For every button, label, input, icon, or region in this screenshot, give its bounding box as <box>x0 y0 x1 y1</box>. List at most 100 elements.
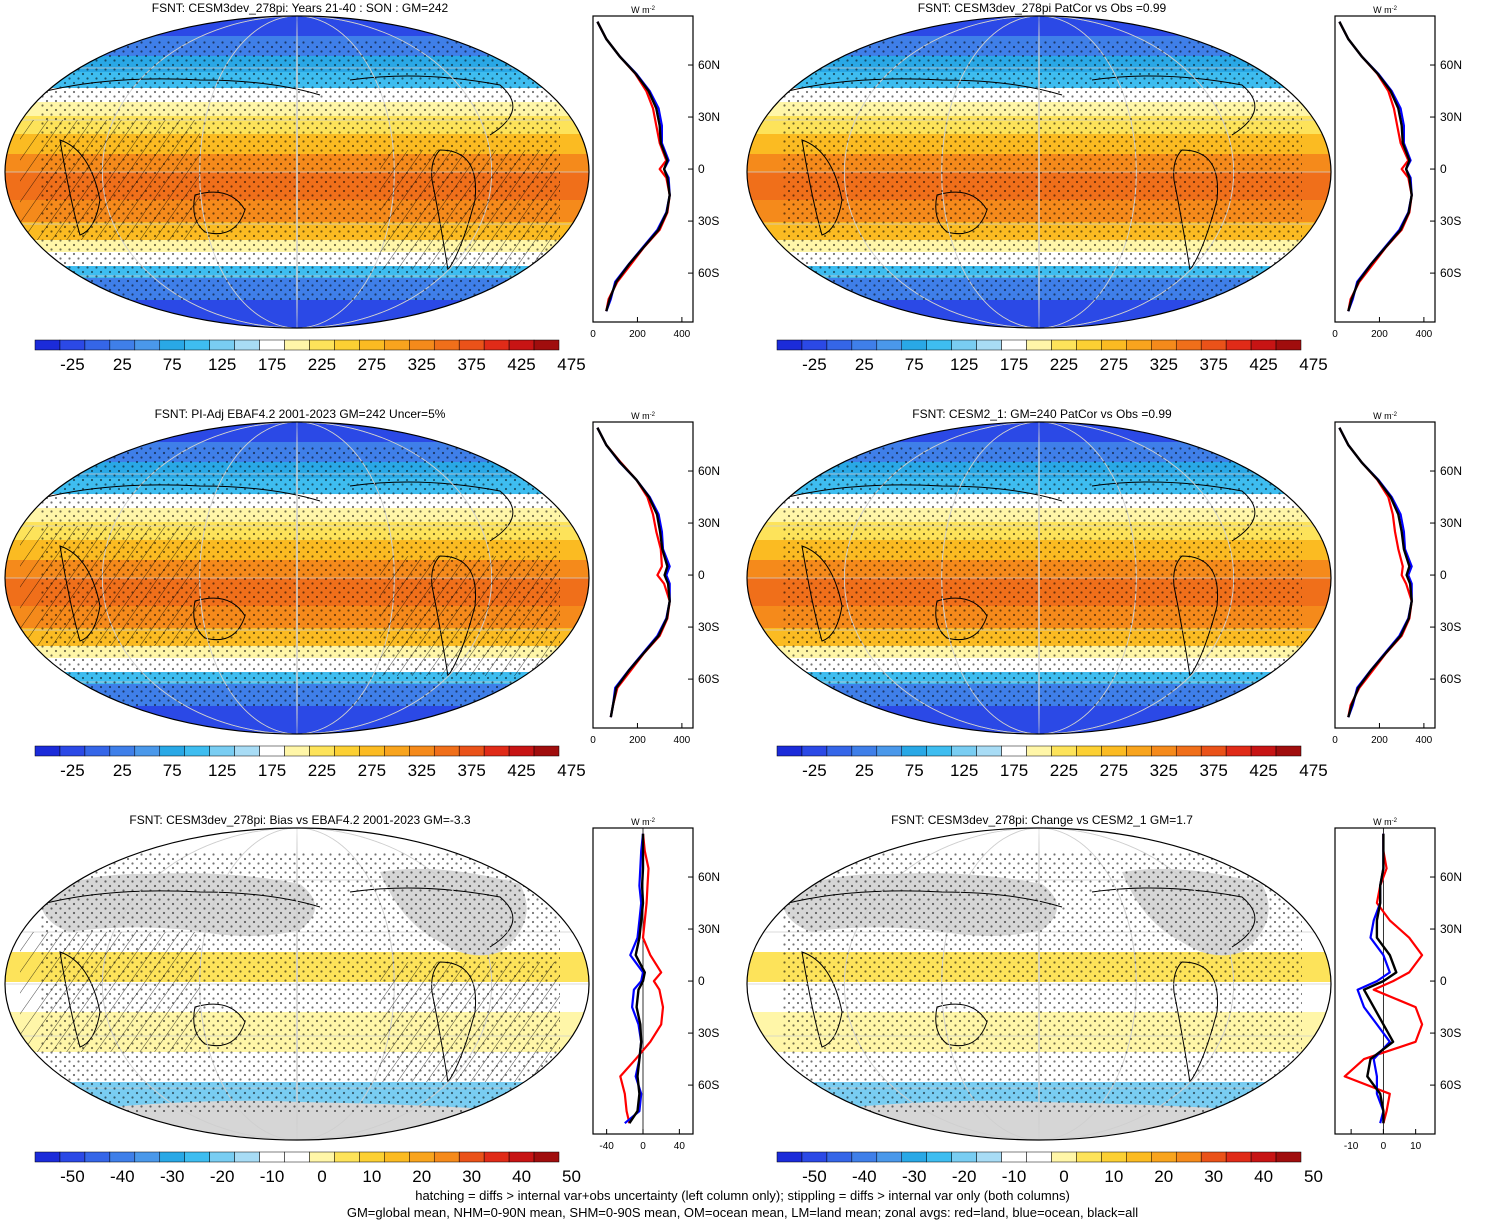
colorbar-box <box>458 339 485 351</box>
stippling <box>782 446 1302 706</box>
colorbar-box <box>334 339 360 351</box>
zonal-series-2 <box>1338 21 1413 312</box>
colorbar-box <box>234 339 260 351</box>
colorbar-box <box>334 745 360 757</box>
colorbar-box <box>1250 339 1277 351</box>
panel-obs: FSNT: PI-Adj EBAF4.2 2001-2023 GM=242 Un… <box>0 406 742 811</box>
map-border <box>4 421 590 735</box>
colorbar-tick-label: 75 <box>905 355 924 374</box>
colorbar-box <box>533 1151 560 1163</box>
zonal-series-2 <box>596 427 671 718</box>
colorbar-box <box>1275 1151 1302 1163</box>
colorbar-tick-label: -20 <box>210 1167 235 1186</box>
zonal-series-2 <box>1338 427 1413 718</box>
colorbar-tick-label: 225 <box>1050 355 1078 374</box>
colorbar-box <box>159 339 185 351</box>
colorbar-box <box>1200 745 1227 757</box>
colorbar-box <box>1200 339 1227 351</box>
zonal-frame <box>592 15 694 323</box>
zonal-ytick-label: 30N <box>698 922 720 936</box>
zonal-xtick-label: 400 <box>674 329 691 340</box>
field-band-16 <box>747 300 1331 328</box>
colorbar-box <box>1076 745 1102 757</box>
colorbar-box <box>458 1151 485 1163</box>
colorbar-box <box>876 339 903 351</box>
colorbar-box <box>508 339 535 351</box>
panel-model-mean: FSNT: CESM3dev_278pi: Years 21-40 : SON … <box>0 0 742 405</box>
colorbar-box <box>1126 745 1152 757</box>
colorbar-box <box>359 745 385 757</box>
zonal-ytick-label: 30S <box>698 214 719 228</box>
colorbar-tick-label: 10 <box>362 1167 381 1186</box>
colorbar-box <box>1200 1151 1227 1163</box>
colorbar-box <box>826 339 853 351</box>
zonal-series-2 <box>1362 833 1398 1124</box>
panel-graphics: -25 25 75 125 175 225 275 325 375 425 475 W m-2 60N 3… <box>4 411 720 780</box>
colorbar-box <box>209 1151 235 1163</box>
colorbar-box <box>1051 339 1077 351</box>
zonal-ytick-label: 30S <box>1440 1026 1461 1040</box>
zonal-ytick-label: 0 <box>698 568 705 582</box>
zonal-ytick-label: 60N <box>698 464 720 478</box>
hatching <box>380 962 560 1082</box>
colorbar-box <box>409 339 435 351</box>
colorbar-tick-label: 30 <box>462 1167 481 1186</box>
zonal-xtick-label: 200 <box>1371 329 1388 340</box>
colorbar-tick-label: 10 <box>1104 1167 1123 1186</box>
colorbar-box <box>976 1151 1002 1163</box>
colorbar-box <box>951 745 977 757</box>
colorbar-box <box>309 745 335 757</box>
colorbar-box <box>776 1151 803 1163</box>
colorbar-box <box>1051 1151 1077 1163</box>
colorbar-box <box>776 745 803 757</box>
colorbar-box <box>1225 339 1252 351</box>
zonal-ytick-label: 60S <box>698 266 719 280</box>
zonal-ytick-label: 60S <box>1440 1078 1461 1092</box>
colorbar-box <box>851 1151 878 1163</box>
colorbar-box <box>59 1151 86 1163</box>
colorbar-box <box>1051 745 1077 757</box>
zonal-xtick-label: -10 <box>1344 1141 1359 1152</box>
colorbar-tick-label: 425 <box>507 355 535 374</box>
zonal-units-exp: -2 <box>650 412 656 418</box>
zonal-series-2 <box>596 21 671 312</box>
hatching <box>20 120 200 240</box>
colorbar-box <box>359 339 385 351</box>
colorbar-tick-label: -10 <box>1002 1167 1027 1186</box>
colorbar-tick-label: 375 <box>1199 355 1227 374</box>
colorbar-tick-label: 125 <box>950 355 978 374</box>
panel-model-patcor: FSNT: CESM3dev_278pi PatCor vs Obs =0.99… <box>742 0 1484 405</box>
colorbar-tick-label: 375 <box>457 355 485 374</box>
colorbar-tick-label: 40 <box>1254 1167 1273 1186</box>
footer-note-1: hatching = diffs > internal var+obs unce… <box>415 1188 1070 1203</box>
colorbar-box <box>259 745 285 757</box>
colorbar-box <box>1250 745 1277 757</box>
panel-bias: FSNT: CESM3dev_278pi: Bias vs EBAF4.2 20… <box>0 812 742 1217</box>
colorbar-tick-label: -40 <box>110 1167 135 1186</box>
zonal-xtick-label: 40 <box>674 1141 686 1152</box>
colorbar-box <box>1275 745 1302 757</box>
zonal-xtick-label: 0 <box>1381 1141 1387 1152</box>
colorbar-box <box>84 339 111 351</box>
colorbar-tick-label: 475 <box>1299 761 1327 780</box>
colorbar-box <box>359 1151 385 1163</box>
colorbar-box <box>976 339 1002 351</box>
zonal-xtick-label: 0 <box>1332 329 1338 340</box>
colorbar-tick-label: 75 <box>905 761 924 780</box>
zonal-xtick-label: 400 <box>674 735 691 746</box>
colorbar-tick-label: 25 <box>113 761 132 780</box>
zonal-ytick-label: 60N <box>1440 464 1462 478</box>
colorbar-box <box>533 745 560 757</box>
colorbar-box <box>826 745 853 757</box>
colorbar-box <box>284 745 310 757</box>
colorbar-box <box>109 1151 136 1163</box>
colorbar-tick-label: 0 <box>1059 1167 1068 1186</box>
map-border <box>746 421 1332 735</box>
colorbar-tick-label: 175 <box>258 761 286 780</box>
colorbar-tick-label: 275 <box>358 355 386 374</box>
colorbar-tick-label: 175 <box>1000 761 1028 780</box>
colorbar-tick-label: 325 <box>1150 761 1178 780</box>
colorbar-box <box>926 1151 952 1163</box>
zonal-ytick-label: 30N <box>698 516 720 530</box>
colorbar-box <box>1250 1151 1277 1163</box>
